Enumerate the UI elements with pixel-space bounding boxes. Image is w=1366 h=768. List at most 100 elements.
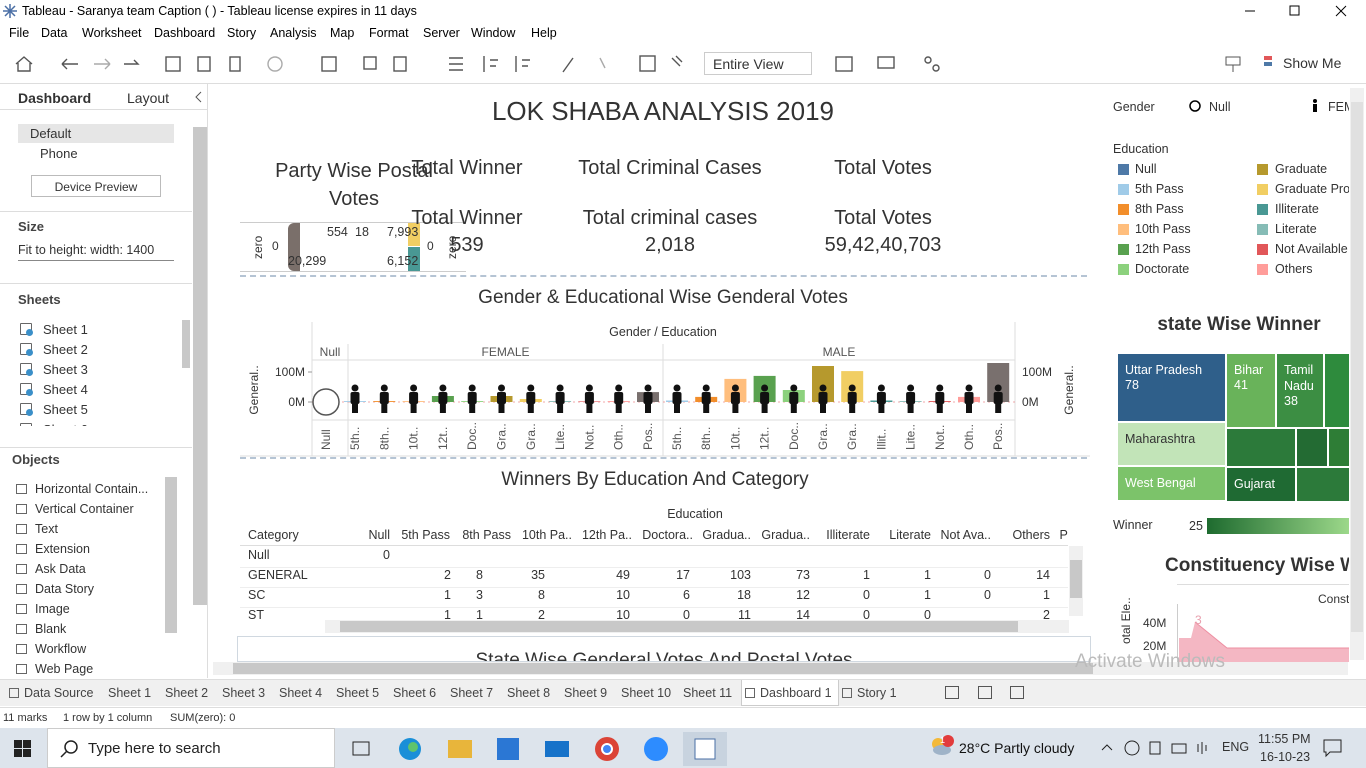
- sheet-tab[interactable]: Sheet 5: [332, 680, 389, 706]
- menu-item[interactable]: Format: [369, 26, 409, 40]
- sheet-tab[interactable]: Sheet 11: [679, 680, 741, 706]
- sheet-tab[interactable]: Sheet 4: [275, 680, 332, 706]
- side-tab[interactable]: Layout: [127, 90, 170, 106]
- menu-bar: File Data Worksheet Dashboard Story Analysis M…: [0, 22, 1366, 44]
- size-dropdown[interactable]: Fit to height: width: 1400: [18, 243, 174, 261]
- legend-item[interactable]: 8th Pass: [1135, 202, 1184, 216]
- menu-item[interactable]: Server: [423, 26, 460, 40]
- sheet-tab[interactable]: Sheet 9: [560, 680, 617, 706]
- legend-item[interactable]: 10th Pass: [1135, 222, 1191, 236]
- menu-item[interactable]: Window: [471, 26, 516, 40]
- menu-item[interactable]: Analysis: [270, 26, 317, 40]
- device-preview-button[interactable]: Device Preview: [31, 175, 161, 197]
- weather[interactable]: 28°C Partly cloudy: [959, 740, 1075, 756]
- device-option[interactable]: Default: [18, 124, 174, 143]
- table-cell: 2: [1043, 608, 1050, 620]
- legend-item[interactable]: Illiterate: [1275, 202, 1319, 216]
- sheet-item[interactable]: Sheet 1: [18, 320, 178, 340]
- taskbar-apps[interactable]: [345, 732, 735, 766]
- clock-date[interactable]: 16-10-23: [1260, 750, 1311, 764]
- sheet-tab[interactable]: Sheet 3: [218, 680, 275, 706]
- sheet-tab[interactable]: Sheet 2: [161, 680, 218, 706]
- show-me[interactable]: Show Me: [1283, 55, 1342, 71]
- collapse-icon[interactable]: [193, 90, 205, 104]
- legend-item[interactable]: Null: [1209, 100, 1231, 114]
- sheet-item[interactable]: Sheet 5: [18, 400, 178, 420]
- postal-bar: [288, 223, 300, 271]
- sheet-tab[interactable]: Sheet 7: [446, 680, 503, 706]
- object-item[interactable]: Workflow: [16, 640, 162, 660]
- legend-item[interactable]: Not Available: [1275, 242, 1348, 256]
- legend-item[interactable]: Literate: [1275, 222, 1317, 236]
- clock-time[interactable]: 11:55 PM: [1258, 732, 1311, 746]
- new-tab-button[interactable]: [945, 686, 959, 699]
- menu-item[interactable]: Map: [330, 26, 355, 40]
- treemap-cell[interactable]: Tamil Nadu 38: [1277, 354, 1323, 427]
- legend-item[interactable]: Null: [1135, 162, 1157, 176]
- legend-item[interactable]: 5th Pass: [1135, 182, 1184, 196]
- system-tray[interactable]: [1098, 738, 1214, 758]
- menu-item[interactable]: Dashboard: [154, 26, 216, 40]
- menu-item[interactable]: Help: [531, 26, 557, 40]
- object-item[interactable]: Data Story: [16, 580, 162, 600]
- treemap-cell[interactable]: Maharashtra: [1118, 423, 1225, 465]
- new-tab-button[interactable]: [978, 686, 992, 699]
- legend-item[interactable]: Doctorate: [1135, 262, 1190, 276]
- treemap-cell[interactable]: [1325, 354, 1349, 427]
- menu-item[interactable]: Story: [227, 26, 257, 40]
- menu-item[interactable]: Worksheet: [82, 26, 142, 40]
- search-box[interactable]: Type here to search: [47, 728, 335, 768]
- scrollbar[interactable]: [1350, 88, 1364, 660]
- sheet-tab[interactable]: Data Source: [6, 680, 104, 706]
- scrollbar[interactable]: [213, 662, 1348, 675]
- scrollbar[interactable]: [325, 620, 1069, 633]
- treemap-cell[interactable]: Gujarat: [1227, 468, 1295, 501]
- treemap-cell[interactable]: [1297, 468, 1349, 501]
- object-item[interactable]: Ask Data: [16, 560, 162, 580]
- sheet-item[interactable]: Sheet 4: [18, 380, 178, 400]
- scrollbar[interactable]: [1069, 546, 1083, 616]
- sheet-tab[interactable]: Sheet 6: [389, 680, 446, 706]
- object-item[interactable]: Blank: [16, 620, 162, 640]
- person-legs: [645, 403, 651, 413]
- side-tab[interactable]: Dashboard: [18, 90, 92, 106]
- sheet-tab[interactable]: Sheet 8: [503, 680, 560, 706]
- treemap-cell[interactable]: [1297, 429, 1327, 466]
- sheet-item[interactable]: Sheet 6: [18, 420, 178, 426]
- object-item[interactable]: Text: [16, 520, 162, 540]
- sheet-tab[interactable]: Dashboard 1: [741, 680, 839, 706]
- treemap-cell[interactable]: [1329, 429, 1349, 466]
- scrollbar[interactable]: [193, 127, 207, 605]
- start-button[interactable]: [14, 740, 32, 758]
- legend-item[interactable]: Graduate: [1275, 162, 1328, 176]
- view-dropdown[interactable]: Entire View: [704, 52, 812, 75]
- sheet-tab[interactable]: Story 1: [839, 680, 901, 706]
- new-tab-button[interactable]: [1010, 686, 1024, 699]
- object-item[interactable]: Horizontal Contain...: [16, 480, 162, 500]
- treemap-cell[interactable]: Bihar 41: [1227, 354, 1275, 427]
- sheet-tab[interactable]: Sheet 10: [617, 680, 679, 706]
- legend-item[interactable]: Others: [1275, 262, 1313, 276]
- kpi-label: Total Winner: [411, 207, 523, 229]
- notification-icon[interactable]: [1322, 738, 1344, 758]
- menu-item[interactable]: Data: [41, 26, 68, 40]
- language[interactable]: ENG: [1222, 740, 1250, 754]
- treemap-cell[interactable]: West Bengal: [1118, 467, 1225, 500]
- object-item[interactable]: Extension: [16, 540, 162, 560]
- treemap-cell[interactable]: [1227, 429, 1295, 466]
- treemap-cell[interactable]: Uttar Pradesh 78: [1118, 354, 1225, 421]
- menu-item[interactable]: File: [9, 26, 30, 40]
- device-option[interactable]: Phone: [40, 146, 78, 161]
- object-item[interactable]: Web Page: [16, 660, 162, 676]
- legend-item[interactable]: FEM: [1328, 100, 1349, 114]
- sheet-item[interactable]: Sheet 3: [18, 360, 178, 380]
- object-item[interactable]: Vertical Container: [16, 500, 162, 520]
- sheet-tab[interactable]: Sheet 1: [104, 680, 161, 706]
- window-controls[interactable]: [1230, 0, 1366, 22]
- scrollbar[interactable]: [182, 320, 190, 368]
- sheet-item[interactable]: Sheet 2: [18, 340, 178, 360]
- legend-item[interactable]: 12th Pass: [1135, 242, 1191, 256]
- scrollbar[interactable]: [165, 477, 177, 633]
- legend-item[interactable]: Graduate Pro: [1275, 182, 1349, 196]
- object-item[interactable]: Image: [16, 600, 162, 620]
